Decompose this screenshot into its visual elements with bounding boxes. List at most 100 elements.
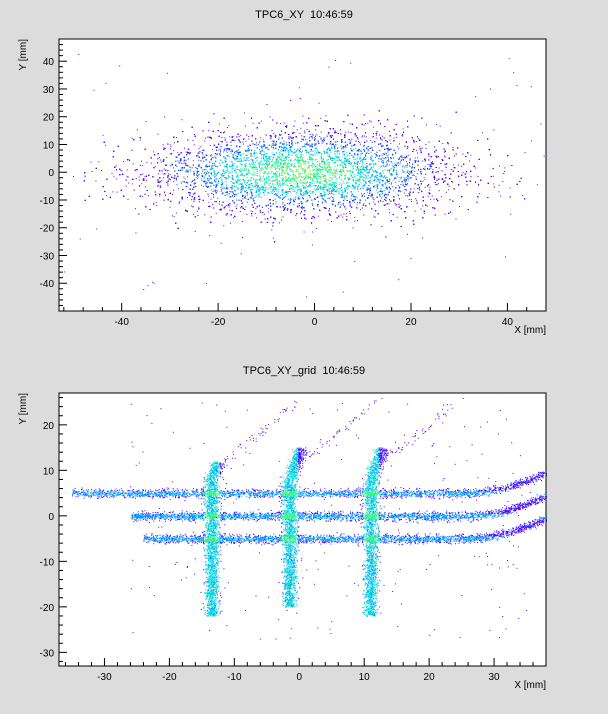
hit-point (416, 152, 418, 154)
hit-point (325, 152, 327, 154)
hit-point (298, 169, 300, 170)
hit-point (374, 157, 376, 159)
hit-point (394, 164, 396, 166)
hit-point (398, 190, 399, 192)
hit-point (376, 176, 378, 178)
hit-point (343, 196, 345, 198)
hit-point (383, 195, 385, 197)
hit-point (351, 166, 353, 168)
hit-point (341, 190, 343, 192)
hit-point (308, 166, 310, 168)
hit-point (271, 167, 273, 169)
hit-point (389, 182, 391, 184)
hit-point (230, 152, 232, 154)
hit-point (335, 179, 337, 181)
hit-point (328, 165, 329, 167)
hit-point (227, 127, 229, 128)
hit-point (291, 151, 293, 153)
hit-point (301, 173, 303, 175)
hit-point (323, 168, 325, 170)
hit-point (194, 134, 195, 135)
hit-point (271, 140, 273, 142)
hit-point (263, 151, 265, 153)
hit-point (235, 168, 237, 170)
hit-point (237, 178, 238, 180)
hit-point (314, 173, 316, 175)
hit-point (229, 166, 231, 168)
hit-point (330, 143, 332, 145)
hit-point (198, 159, 200, 161)
hit-point (248, 157, 250, 159)
hit-point (197, 178, 198, 179)
hit-point (210, 198, 212, 200)
hit-point (362, 163, 364, 165)
hit-point (400, 191, 402, 193)
hit-point (279, 152, 281, 154)
hit-point (413, 141, 415, 143)
hit-point (191, 205, 193, 207)
hit-point (333, 183, 335, 185)
hit-point (173, 181, 175, 183)
hit-point (153, 202, 155, 204)
hit-point (161, 180, 163, 182)
hit-point (264, 218, 266, 220)
hit-point (279, 133, 280, 135)
hit-point (346, 152, 348, 154)
hit-point (298, 161, 300, 163)
hit-point (214, 175, 216, 177)
hit-point (259, 190, 261, 192)
hit-point (388, 159, 390, 161)
hit-point (274, 174, 276, 176)
hit-point (226, 141, 228, 143)
hit-point (352, 168, 354, 169)
hit-point (211, 157, 213, 159)
hit-point (219, 148, 221, 150)
hit-point (478, 193, 480, 195)
hit-point (246, 201, 248, 203)
hit-point (442, 143, 444, 145)
hit-point (317, 154, 319, 156)
hit-point (255, 166, 256, 168)
hit-point (324, 195, 325, 197)
hit-point (250, 162, 252, 164)
hit-point (218, 149, 220, 151)
hit-point (375, 137, 377, 139)
hit-point (372, 132, 374, 134)
hit-point (287, 180, 289, 182)
hit-point (262, 139, 264, 141)
hit-point (273, 187, 275, 189)
hit-point (460, 165, 462, 167)
hit-point (190, 170, 192, 172)
hit-point (324, 187, 326, 188)
hit-point (236, 199, 238, 201)
hit-point (292, 170, 294, 172)
hit-point (309, 146, 311, 148)
hit-point (364, 195, 365, 197)
hit-point (298, 177, 299, 178)
hit-point (290, 198, 292, 199)
hit-point (296, 162, 298, 164)
hit-point (357, 220, 358, 222)
hit-point (220, 149, 222, 151)
hit-point (317, 215, 319, 217)
hit-point (405, 177, 407, 179)
hit-point (289, 180, 291, 182)
hit-point (146, 180, 148, 182)
hit-point (340, 214, 342, 216)
hit-point (232, 163, 234, 165)
hit-point (228, 155, 230, 157)
hit-point (348, 185, 350, 187)
hit-point (413, 188, 415, 190)
hit-point (306, 182, 308, 184)
hit-point (394, 203, 396, 204)
hit-point (250, 210, 252, 212)
hit-point (385, 152, 387, 154)
hit-point (278, 222, 280, 224)
hit-point (260, 189, 262, 190)
hit-point (181, 168, 183, 169)
hit-point (274, 134, 276, 136)
hit-point (208, 195, 210, 197)
hit-point (339, 153, 341, 155)
hit-point (313, 163, 315, 165)
hit-point (153, 203, 155, 205)
